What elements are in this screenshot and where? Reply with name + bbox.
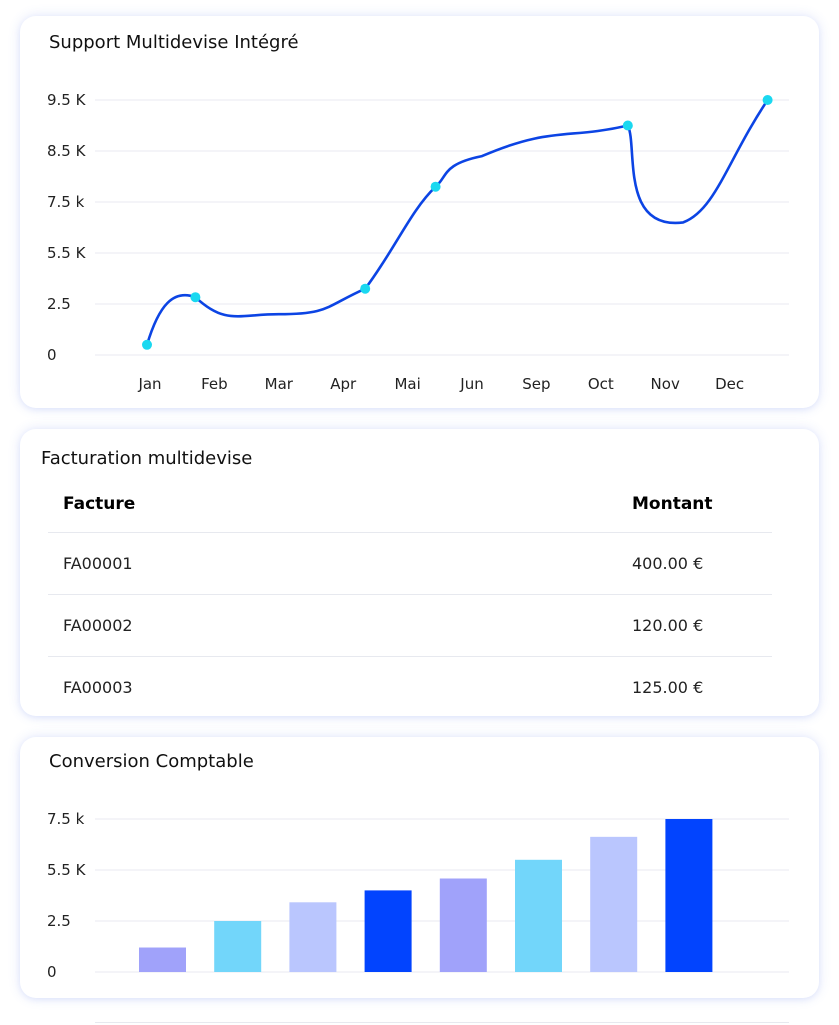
billing-title: Facturation multidevise bbox=[41, 448, 253, 469]
support-line-chart: 0 2.5 5.5 K 7.5 k 8.5 K 9.5 K Jan Feb Mar Apr Mai J… bbox=[47, 91, 789, 393]
x-tick-label: Mai bbox=[394, 375, 420, 393]
invoice-column-header: Facture bbox=[48, 475, 617, 533]
invoice-amount: 400.00 € bbox=[617, 532, 772, 595]
x-tick-label: Nov bbox=[651, 375, 680, 393]
y-tick-label: 8.5 K bbox=[47, 142, 87, 160]
bar[interactable] bbox=[439, 878, 487, 973]
invoice-amount: 125.00 € bbox=[632, 678, 704, 697]
bar[interactable] bbox=[665, 819, 713, 972]
x-tick-label: Oct bbox=[588, 375, 614, 393]
bar[interactable] bbox=[214, 921, 262, 972]
y-tick-label: 5.5 K bbox=[47, 244, 87, 262]
invoice-number: FA00001 bbox=[48, 532, 617, 595]
invoice-amount: 120.00 € bbox=[617, 594, 772, 657]
series-line bbox=[145, 98, 769, 347]
billing-card: Facturation multidevise Facture Montant … bbox=[20, 429, 819, 716]
x-tick-label: Jan bbox=[137, 375, 161, 393]
bar[interactable] bbox=[515, 859, 562, 972]
data-point-marker[interactable] bbox=[430, 181, 441, 192]
y-tick-label: 5.5 K bbox=[47, 861, 87, 879]
y-tick-label: 7.5 k bbox=[47, 193, 85, 211]
divider bbox=[95, 1022, 789, 1023]
bar[interactable] bbox=[139, 947, 186, 972]
invoice-number: FA00002 bbox=[48, 594, 617, 657]
x-tick-label: Sep bbox=[522, 375, 550, 393]
y-tick-label: 2.5 bbox=[47, 295, 71, 313]
x-tick-label: Feb bbox=[201, 375, 228, 393]
data-point-marker[interactable] bbox=[190, 292, 201, 303]
table-row[interactable]: FA00002 120.00 € bbox=[48, 594, 772, 657]
support-chart-title: Support Multidevise Intégré bbox=[49, 32, 299, 53]
x-tick-label: Jun bbox=[459, 375, 483, 393]
x-tick-label: Mar bbox=[265, 375, 294, 393]
y-tick-label: 7.5 k bbox=[47, 810, 85, 828]
support-chart-card: Support Multidevise Intégré 0 2.5 5.5 K 7.5… bbox=[20, 16, 819, 408]
conversion-bar-chart: 0 2.5 5.5 K 7.5 k bbox=[47, 810, 789, 981]
table-row[interactable]: FA00003 125.00 € bbox=[48, 657, 772, 717]
y-tick-label: 0 bbox=[47, 346, 57, 364]
invoice-table: Facture Montant FA00001 400.00 € FA00002… bbox=[48, 475, 772, 716]
conversion-chart-title: Conversion Comptable bbox=[49, 751, 254, 772]
amount-column-header: Montant bbox=[617, 475, 772, 533]
table-header-row: Facture Montant bbox=[48, 475, 772, 533]
data-point-marker[interactable] bbox=[360, 283, 371, 294]
y-tick-label: 0 bbox=[47, 963, 57, 981]
table-row[interactable]: FA00001 400.00 € bbox=[48, 532, 772, 595]
data-point-marker[interactable] bbox=[762, 95, 773, 105]
bar[interactable] bbox=[289, 902, 337, 972]
data-point-marker[interactable] bbox=[622, 120, 633, 131]
y-tick-label: 2.5 bbox=[47, 912, 71, 930]
bar[interactable] bbox=[364, 890, 412, 972]
y-tick-label: 9.5 K bbox=[47, 91, 87, 109]
x-tick-label: Dec bbox=[715, 375, 744, 393]
invoice-number: FA00003 bbox=[63, 678, 133, 697]
conversion-chart-card: Conversion Comptable 0 2.5 5.5 K 7.5 k bbox=[20, 737, 819, 998]
bar[interactable] bbox=[590, 836, 638, 972]
data-point-marker[interactable] bbox=[142, 339, 152, 350]
x-tick-label: Apr bbox=[330, 375, 357, 393]
